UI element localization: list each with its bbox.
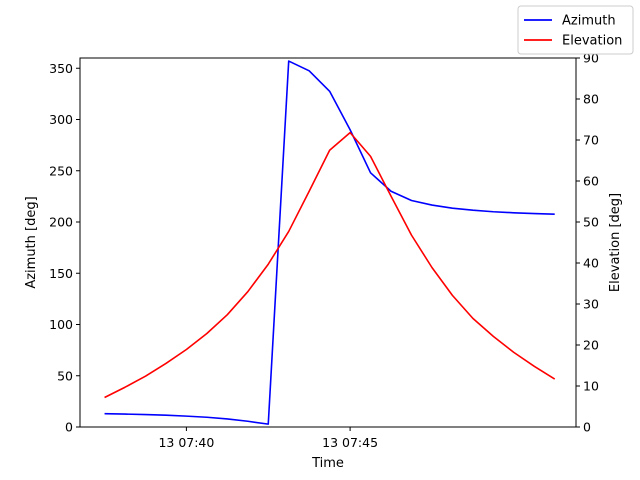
left-axis-label: Azimuth [deg] [24, 196, 39, 288]
right-axis-label: Elevation [deg] [608, 193, 623, 292]
right-tick-label: 40 [583, 256, 599, 271]
right-tick-label: 0 [583, 420, 591, 435]
right-tick-label: 10 [583, 379, 599, 394]
series-line-elevation [104, 131, 556, 399]
left-tick-label: 100 [49, 317, 73, 332]
right-tick-label: 20 [583, 338, 599, 353]
left-tick-label: 0 [65, 420, 73, 435]
left-tick-label: 350 [49, 61, 73, 76]
legend-label-elevation: Elevation [562, 34, 622, 49]
legend: Azimuth Elevation [517, 5, 634, 55]
legend-label-azimuth: Azimuth [562, 14, 616, 29]
x-tick-label: 13 07:45 [322, 435, 378, 450]
right-tick-label: 30 [583, 297, 599, 312]
right-tick-label: 50 [583, 215, 599, 230]
left-tick-label: 50 [57, 368, 73, 383]
plot-frame [79, 57, 577, 428]
left-tick-label: 250 [49, 163, 73, 178]
right-tick-label: 70 [583, 133, 599, 148]
x-axis-label: Time [311, 456, 344, 471]
right-tick-label: 60 [583, 174, 599, 189]
left-tick-label: 150 [49, 266, 73, 281]
left-tick-label: 200 [49, 215, 73, 230]
series-layer [104, 60, 556, 425]
x-axis: 13 07:40 13 07:45 [158, 427, 378, 450]
series-line-azimuth [104, 60, 555, 425]
left-axis: 0 50 100 150 200 250 300 350 [49, 61, 80, 435]
right-tick-label: 80 [583, 92, 599, 107]
left-tick-label: 300 [49, 112, 73, 127]
legend-box [517, 5, 634, 55]
x-tick-label: 13 07:40 [158, 435, 214, 450]
